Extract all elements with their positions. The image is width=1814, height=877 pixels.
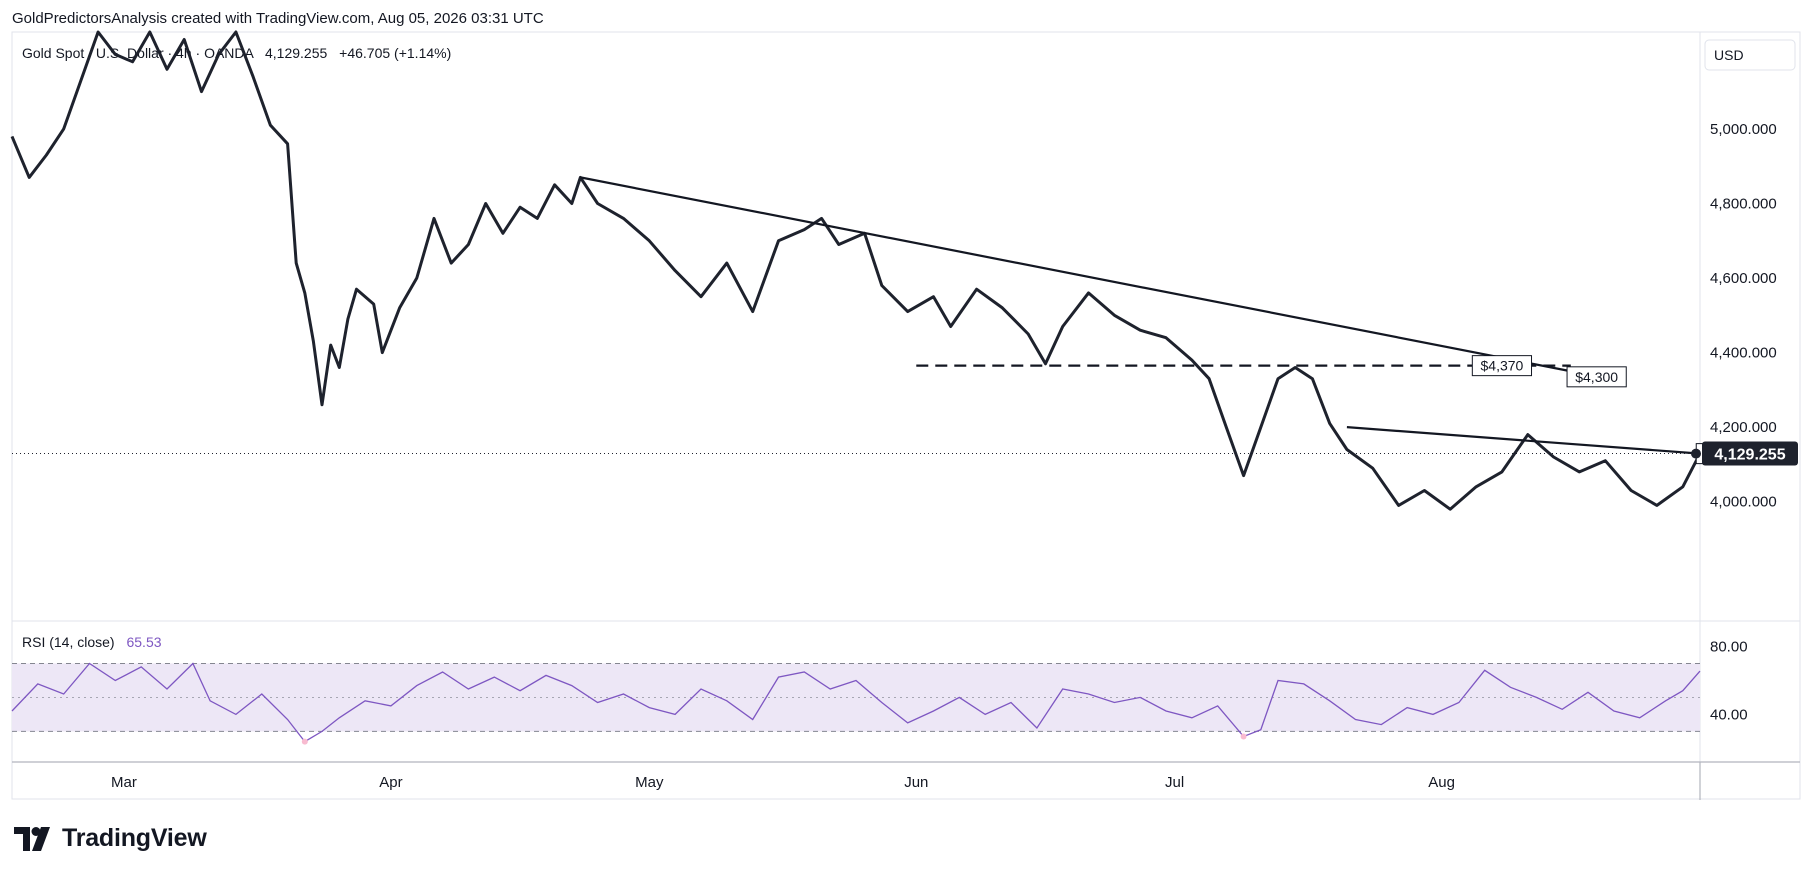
trend-line[interactable] <box>580 176 1572 373</box>
legend-change: +46.705 (+1.14%) <box>339 45 451 61</box>
time-tick-label: Mar <box>111 774 137 791</box>
price-series <box>10 30 1702 511</box>
chart-attribution: GoldPredictorsAnalysis created with Trad… <box>12 10 544 27</box>
price-axis: 4,000.000 4,200.000 4,400.000 4,600.000 4,80… <box>1710 121 1777 511</box>
tradingview-brand[interactable]: TradingView <box>14 824 207 853</box>
rsi-band-fill <box>12 663 1700 732</box>
last-price-text: 4,129.255 <box>1714 447 1785 464</box>
chart-frame <box>11 31 1801 800</box>
rsi-axis: 40.00 80.00 <box>1710 638 1748 723</box>
currency-button[interactable] <box>1704 39 1796 71</box>
price-tick-label: 4,800.000 <box>1710 195 1777 212</box>
time-tick-label: Jul <box>1165 774 1184 791</box>
rsi-oversold-mark <box>301 738 308 745</box>
rsi-bands <box>12 662 1700 732</box>
price-tick-label: 4,200.000 <box>1710 419 1777 436</box>
label-box <box>1471 355 1533 377</box>
label-box <box>1566 366 1627 388</box>
rsi-legend: RSI (14, close) 65.53 <box>22 634 162 650</box>
rsi-legend-name: RSI (14, close) <box>22 634 115 650</box>
rsi-oversold-mark <box>1240 733 1247 740</box>
last-point-dot <box>1691 448 1701 459</box>
tradingview-logo-icon <box>14 826 50 851</box>
price-line <box>10 30 1702 511</box>
drawing-layer: $4,370$4,300$4,150 <box>580 176 1756 465</box>
label-text: $4,300 <box>1575 369 1618 385</box>
price-target-label[interactable]: $4,370 <box>1471 355 1533 377</box>
rsi-legend-value: 65.53 <box>126 634 161 650</box>
currency-label: USD <box>1714 47 1744 63</box>
price-tick-label: 4,000.000 <box>1710 494 1777 511</box>
rsi-line <box>11 662 1701 743</box>
legend-last: 4,129.255 <box>265 45 327 61</box>
price-tick-label: 4,600.000 <box>1710 270 1777 287</box>
time-axis: Mar Apr May Jun Jul Aug <box>111 774 1455 791</box>
time-tick-label: Aug <box>1428 774 1455 791</box>
price-target-label[interactable]: $4,300 <box>1566 366 1627 388</box>
rsi-tick-label: 80.00 <box>1710 638 1748 655</box>
label-text: $4,370 <box>1481 358 1524 374</box>
tradingview-wordmark: TradingView <box>62 824 207 852</box>
time-tick-label: May <box>635 774 664 791</box>
price-tick-label: 5,000.000 <box>1710 121 1777 138</box>
rsi-tick-label: 40.00 <box>1710 706 1748 723</box>
outer-border <box>11 31 1801 800</box>
main-legend: Gold Spot / U.S. Dollar · 4h · OANDA 4,1… <box>22 45 451 61</box>
time-tick-label: Apr <box>379 774 402 791</box>
trend-line[interactable] <box>1346 426 1701 455</box>
last-price-marker: 4,129.255 <box>12 441 1798 466</box>
rsi-series <box>11 662 1701 745</box>
price-tick-label: 4,400.000 <box>1710 345 1777 362</box>
time-tick-label: Jun <box>904 774 928 791</box>
last-price-badge <box>1702 441 1798 466</box>
